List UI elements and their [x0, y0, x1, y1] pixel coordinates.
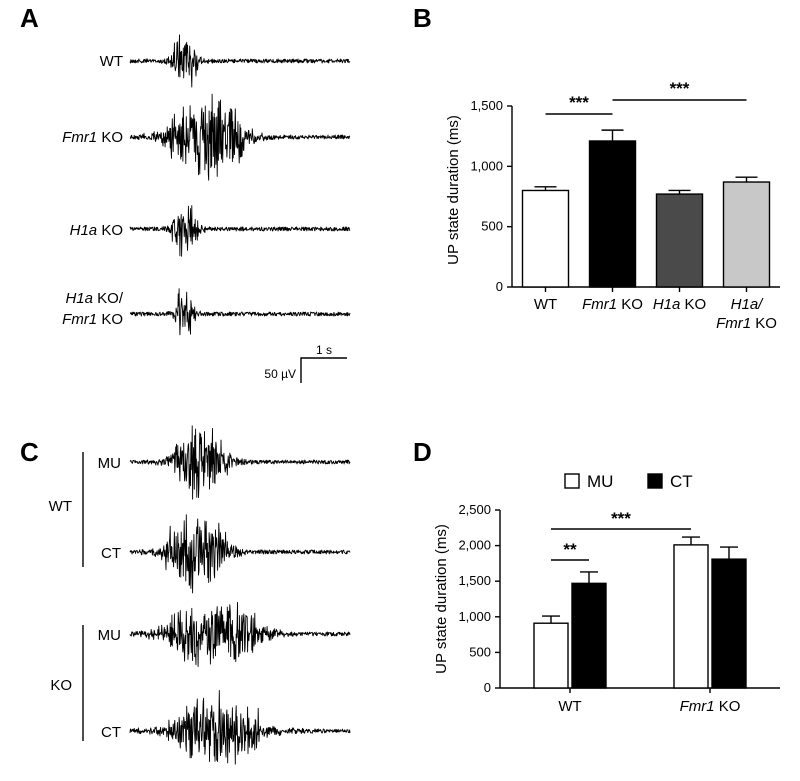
scale-bar-time: 1 s — [316, 343, 332, 357]
chart-b-ytick-label: 1,000 — [470, 158, 503, 173]
panel-letter-c: C — [20, 437, 39, 467]
chart-d-ytick-label: 0 — [484, 680, 491, 695]
scale-bar: 1 s 50 µV — [264, 343, 347, 383]
panel-c-traces: WT KO MU CT MU CT — [49, 425, 351, 765]
chart-d: UP state duration (ms) 0 500 1,000 1,500 2,0… — [433, 472, 780, 715]
chart-b-category-label: Fmr1 KO — [716, 315, 777, 332]
trace-label-fmr1-ko: Fmr1 KO — [62, 129, 123, 146]
chart-d-category-label: WT — [558, 698, 581, 715]
chart-b-ylabel: UP state duration (ms) — [445, 115, 462, 265]
panel-letter-d: D — [413, 437, 432, 467]
group-label-ko: KO — [50, 677, 72, 694]
trace-ko-ct — [129, 690, 351, 765]
trace-label-wt-mu: MU — [98, 455, 121, 472]
panel-letter-b: B — [413, 3, 432, 33]
trace-label-ko-ct: CT — [101, 724, 121, 741]
trace-label-wt: WT — [100, 53, 123, 70]
chart-d-sig-stars: ** — [563, 540, 577, 559]
trace-wt — [129, 34, 351, 88]
chart-d-ytick-label: 2,500 — [458, 502, 491, 517]
chart-b-category-label: Fmr1 KO — [582, 296, 643, 313]
trace-label-h1a-fmr1-ko-line1: H1a KO/ — [65, 290, 123, 307]
chart-d-bar — [711, 558, 747, 689]
trace-label-ko-mu: MU — [98, 627, 121, 644]
scale-bar-voltage: 50 µV — [264, 367, 296, 381]
trace-ko-mu — [129, 601, 351, 667]
chart-b-ytick-label: 0 — [496, 279, 503, 294]
trace-wt-mu — [129, 425, 351, 500]
chart-d-legend-label: MU — [587, 472, 613, 491]
group-label-wt: WT — [49, 498, 72, 515]
chart-d-bar — [673, 544, 709, 689]
chart-b-category-label: H1a KO — [653, 296, 706, 313]
chart-b-sig-stars: *** — [569, 93, 589, 112]
trace-label-h1a-ko: H1a KO — [70, 222, 123, 239]
chart-b-category-label: WT — [534, 296, 557, 313]
panel-a-traces: WT Fmr1 KO H1a KO H1a KO/ Fmr1 KO 1 s 50… — [62, 34, 351, 383]
chart-d-category-label: Fmr1 KO — [680, 698, 741, 715]
trace-wt-ct — [129, 514, 351, 594]
chart-d-legend-swatch — [647, 473, 663, 489]
trace-label-wt-ct: CT — [101, 545, 121, 562]
trace-fmr1-ko — [129, 93, 351, 181]
chart-b-bar — [521, 189, 570, 288]
chart-d-ytick-label: 500 — [469, 644, 491, 659]
chart-b-ytick-label: 500 — [481, 219, 503, 234]
trace-h1a-fmr1-ko — [129, 288, 351, 336]
chart-b-bar — [722, 181, 771, 288]
scale-bar-lines — [300, 357, 347, 383]
chart-b-sig-stars: *** — [670, 79, 690, 98]
chart-d-bar — [533, 622, 569, 689]
chart-d-legend-swatch — [564, 473, 580, 489]
chart-d-ytick-label: 2,000 — [458, 538, 491, 553]
chart-d-ytick-label: 1,500 — [458, 573, 491, 588]
chart-b: UP state duration (ms) 0 500 1,000 1,500 WT F… — [445, 79, 780, 332]
chart-d-ytick-label: 1,000 — [458, 609, 491, 624]
chart-d-sig-stars: *** — [611, 509, 631, 528]
chart-b-category-label: H1a/ — [731, 296, 765, 313]
chart-d-ylabel: UP state duration (ms) — [433, 524, 450, 674]
panel-letter-a: A — [20, 3, 39, 33]
chart-b-bar — [655, 193, 704, 288]
chart-b-bar — [588, 140, 637, 288]
trace-label-h1a-fmr1-ko-line2: Fmr1 KO — [62, 311, 123, 328]
trace-h1a-ko — [129, 205, 351, 257]
chart-b-ytick-label: 1,500 — [470, 98, 503, 113]
chart-d-legend-label: CT — [670, 472, 693, 491]
chart-d-bar — [571, 582, 607, 689]
